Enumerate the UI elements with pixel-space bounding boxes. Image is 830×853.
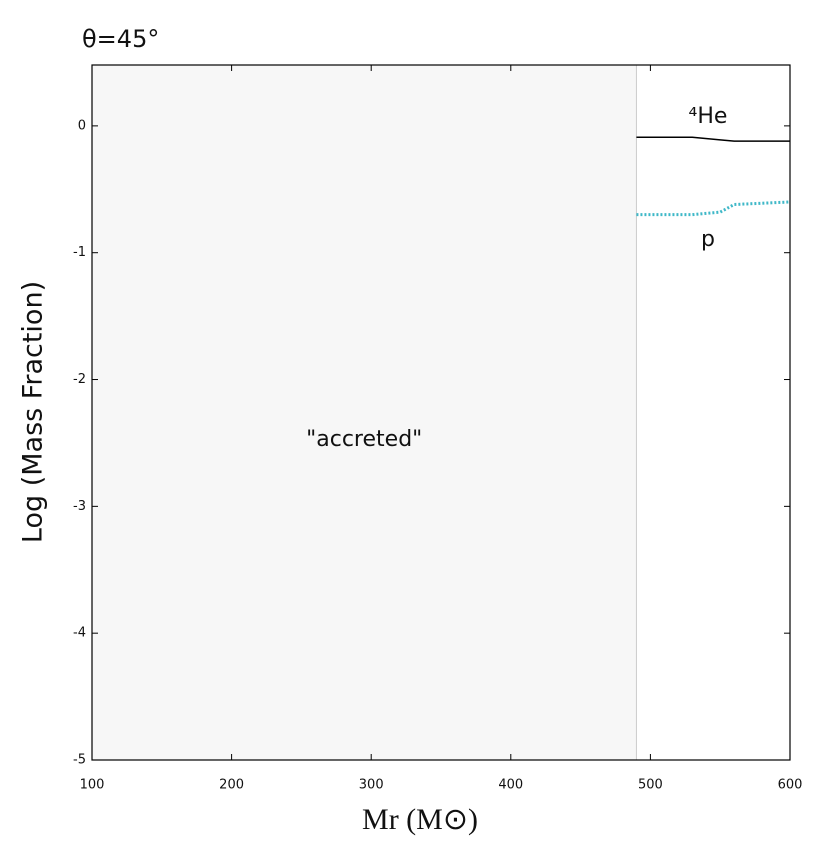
accreted-region xyxy=(91,64,637,761)
series-label: ⁴He xyxy=(689,104,728,129)
y-tick-label: -2 xyxy=(73,372,86,387)
y-axis-label: Log (Mass Fraction) xyxy=(18,281,49,543)
y-tick-label: -3 xyxy=(73,499,86,514)
y-tick-label: -4 xyxy=(73,626,86,641)
x-tick-label: 400 xyxy=(498,778,523,793)
series-line xyxy=(636,200,791,217)
x-tick-label: 600 xyxy=(778,778,803,793)
x-axis-label: Mr (M⊙) xyxy=(362,803,478,836)
y-tick-label: -5 xyxy=(73,753,86,768)
series-label: p xyxy=(701,227,715,252)
series-line xyxy=(636,136,790,142)
x-tick-label: 300 xyxy=(359,778,384,793)
chart-title: θ=45° xyxy=(82,25,159,53)
x-tick-label: 200 xyxy=(219,778,244,793)
x-tick-label: 100 xyxy=(80,778,105,793)
plot-frame xyxy=(91,64,791,761)
y-tick-label: -1 xyxy=(73,245,86,260)
region-label: "accreted" xyxy=(306,427,422,452)
y-tick-label: 0 xyxy=(78,118,86,133)
x-tick-label: 500 xyxy=(638,778,663,793)
